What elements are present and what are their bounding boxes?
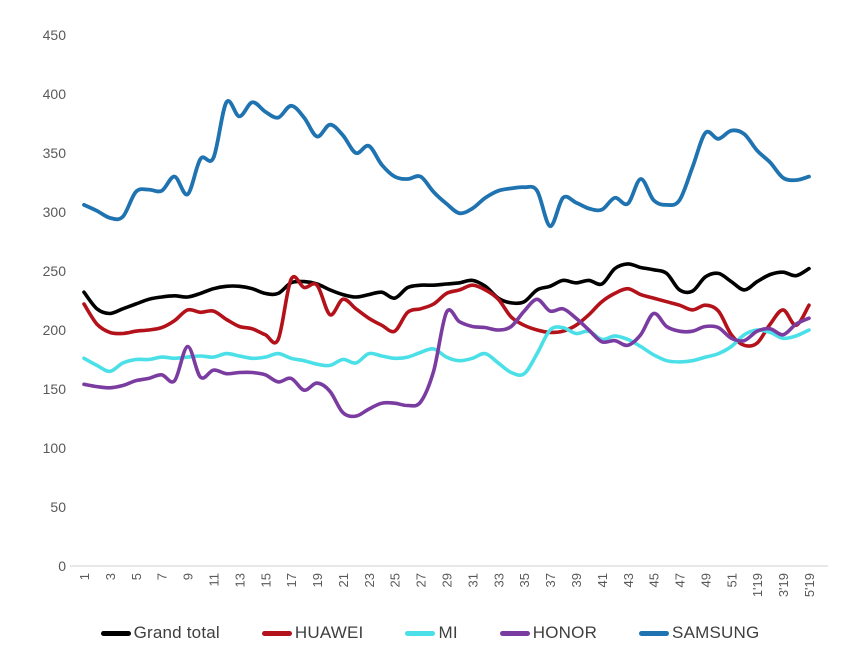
samsung-line-swatch [639, 630, 670, 636]
x-tick-label: 1 [77, 573, 92, 580]
x-tick-label: 19 [310, 573, 325, 587]
legend-label-mi: MI [438, 623, 458, 642]
series-line-huawei [82, 274, 811, 348]
line-chart: 450 400 350 300 250 200 150 100 50 0 1 3 5 7 9 11 13 15 1… [43, 27, 828, 597]
y-tick-label: 300 [43, 204, 67, 220]
x-tick-label: 31 [465, 573, 480, 587]
x-tick-label: 15 [258, 573, 273, 587]
legend-label-grand-total: Grand total [133, 623, 220, 642]
legend-item-grand-total: Grand total [100, 623, 220, 643]
x-tick-label: 45 [647, 573, 662, 587]
legend-item-samsung: SAMSUNG [639, 623, 759, 643]
x-tick-label: 43 [621, 573, 636, 587]
x-tick-label: 17 [284, 573, 299, 587]
x-tick-label: 21 [336, 573, 351, 587]
x-tick-label: 47 [673, 573, 688, 587]
x-tick-label: 41 [595, 573, 610, 587]
y-tick-label: 250 [43, 263, 67, 279]
y-axis-labels: 450 400 350 300 250 200 150 100 50 0 [43, 27, 67, 574]
series-line-mi [82, 325, 811, 377]
legend-label-huawei: HUAWEI [294, 623, 364, 642]
legend-label-honor: HONOR [532, 623, 598, 642]
legend-item-mi: MI [405, 623, 458, 643]
y-tick-label: 150 [43, 381, 67, 397]
x-tick-label: 37 [543, 573, 558, 587]
legend-item-honor: HONOR [499, 623, 598, 643]
grand-total-line-swatch [100, 630, 131, 636]
x-tick-label: 35 [517, 573, 532, 587]
mi-line-swatch [405, 630, 436, 636]
x-tick-label: 49 [698, 573, 713, 587]
series-line-honor [82, 297, 811, 419]
x-tick-label: 5'19 [802, 573, 817, 597]
x-tick-label: 25 [388, 573, 403, 587]
x-tick-label: 51 [724, 573, 739, 587]
x-tick-label: 11 [206, 573, 221, 587]
y-tick-label: 450 [43, 27, 67, 43]
series-line-grand-total [82, 262, 811, 316]
x-tick-label: 7 [155, 573, 170, 580]
honor-line-swatch [499, 630, 530, 636]
x-tick-label: 9 [181, 573, 196, 580]
x-tick-label: 1'19 [750, 573, 765, 597]
y-tick-label: 400 [43, 86, 67, 102]
y-tick-label: 100 [43, 440, 67, 456]
x-tick-label: 3'19 [776, 573, 791, 597]
x-tick-label: 39 [569, 573, 584, 587]
x-tick-label: 23 [362, 573, 377, 587]
y-tick-label: 0 [58, 558, 66, 574]
y-tick-label: 350 [43, 145, 67, 161]
legend-item-huawei: HUAWEI [261, 623, 364, 643]
x-tick-label: 27 [414, 573, 429, 587]
y-tick-label: 50 [50, 499, 66, 515]
huawei-line-swatch [261, 630, 292, 636]
legend-label-samsung: SAMSUNG [672, 623, 760, 642]
x-tick-label: 29 [440, 573, 455, 587]
series-line-samsung [82, 99, 811, 229]
x-tick-label: 33 [491, 573, 506, 587]
y-tick-label: 200 [43, 322, 67, 338]
x-axis-labels: 1 3 5 7 9 11 13 15 17 19 21 23 25 27 29 31 33 35 37 39 41 43 4… [77, 573, 817, 597]
x-tick-label: 13 [232, 573, 247, 587]
chart-legend: Grand total HUAWEI MI HONOR SAMSUNG [0, 608, 860, 658]
x-tick-label: 5 [129, 573, 144, 580]
x-tick-label: 3 [103, 573, 118, 580]
series-lines [82, 99, 811, 419]
